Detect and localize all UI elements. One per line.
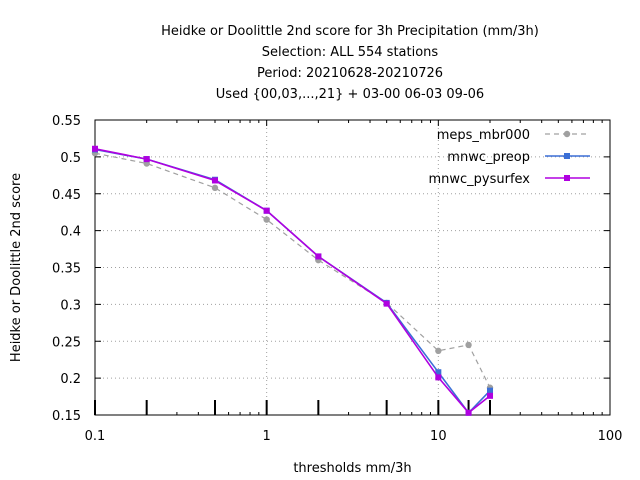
x-axis-label: thresholds mm/3h [293,461,411,476]
y-tick-label: 0.25 [52,335,81,350]
x-tick-label: 10 [430,429,447,444]
y-axis-label: Heidke or Doolittle 2nd score [9,173,24,362]
legend-label: mnwc_pysurfex [428,172,530,187]
y-tick-label: 0.5 [60,151,81,166]
axis-ticks [94,119,611,416]
title-line-4: Used {00,03,...,21} + 03-00 06-03 09-06 [216,87,484,102]
data-point [263,207,270,214]
data-point [435,374,442,381]
grid [95,120,610,415]
data-point [263,216,270,223]
series [91,145,494,416]
series-line [94,148,491,414]
chart-title: Heidke or Doolittle 2nd score for 3h Pre… [161,24,539,102]
data-point [143,156,150,163]
data-point [487,387,494,394]
y-axis-tick-labels: 0.15 0.2 0.25 0.3 0.35 0.4 0.45 0.5 0.55 [52,114,81,424]
legend-label: meps_mbr000 [437,128,530,143]
title-line-3: Period: 20210628-20210726 [257,66,443,81]
data-point [487,392,494,399]
legend-marker [564,153,570,159]
title-line-2: Selection: ALL 554 stations [262,45,439,60]
series-line [94,152,491,388]
plot-frame [94,119,611,416]
data-point [465,341,472,349]
data-point [92,145,98,152]
x-tick-label: 100 [598,429,623,444]
data-point [211,177,218,184]
legend-marker [563,130,571,138]
threshold-markers [94,400,492,415]
series-mnwc_pysurfex [92,145,494,416]
legend: meps_mbr000 mnwc_preop mnwc_pysurfex [428,128,590,187]
data-point [315,253,322,260]
x-axis-tick-labels: 0.1 1 10 100 [85,429,623,444]
data-point [435,347,442,355]
legend-label: mnwc_preop [447,150,530,165]
x-tick-label: 0.1 [85,429,106,444]
y-tick-label: 0.15 [52,409,81,424]
y-tick-label: 0.35 [52,262,81,277]
series-line [94,148,491,415]
x-tick-label: 1 [263,429,271,444]
legend-marker [564,175,570,181]
y-tick-label: 0.55 [52,114,81,129]
y-tick-label: 0.45 [52,188,81,203]
y-tick-label: 0.3 [60,298,81,313]
y-tick-label: 0.2 [60,372,81,387]
data-point [211,184,219,192]
title-line-1: Heidke or Doolittle 2nd score for 3h Pre… [161,24,539,39]
data-point [383,300,390,307]
y-tick-label: 0.4 [60,225,81,240]
data-point [435,369,442,376]
data-point [465,409,472,416]
